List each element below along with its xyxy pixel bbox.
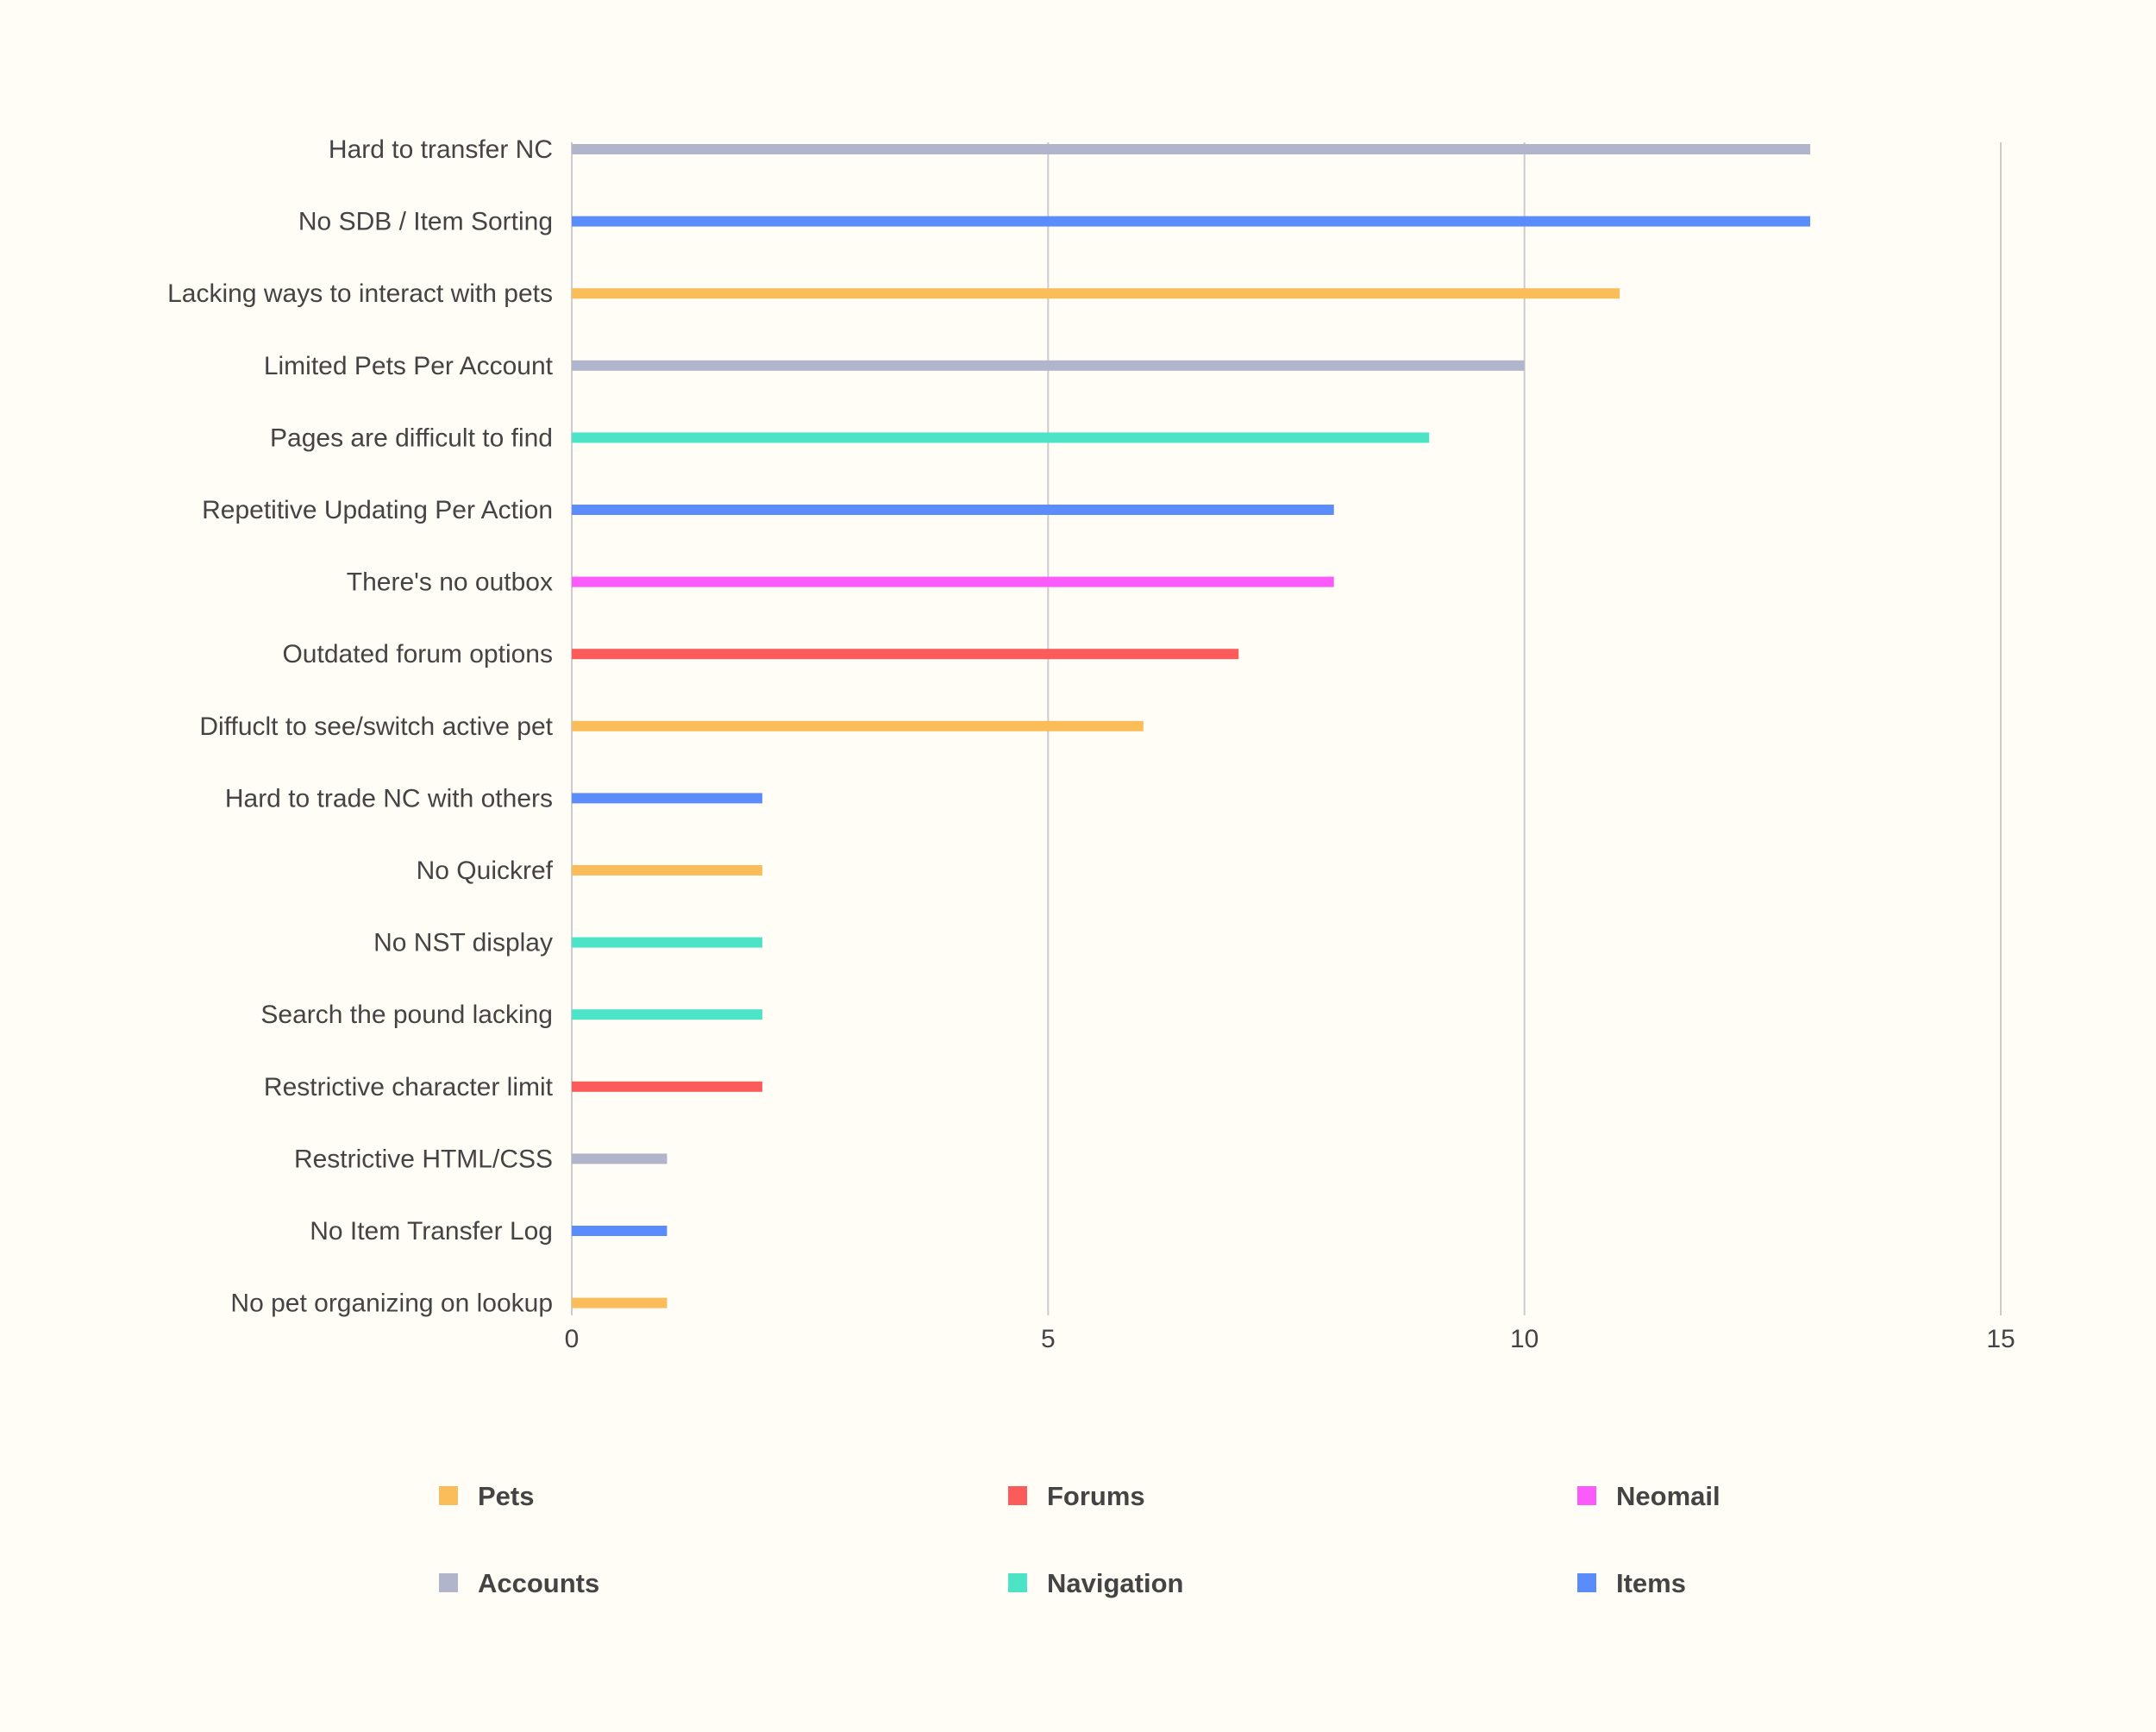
category-label: No pet organizing on lookup — [230, 1290, 553, 1318]
grid-lines — [1047, 142, 2002, 1315]
legend-item: Items — [1577, 1568, 1686, 1598]
bars — [572, 144, 1811, 1308]
bar — [572, 865, 762, 875]
legend-item: Neomail — [1577, 1481, 1720, 1511]
bar — [572, 1081, 762, 1092]
legend-label: Items — [1616, 1568, 1686, 1598]
bar — [572, 1297, 667, 1308]
category-label: No Item Transfer Log — [310, 1217, 553, 1246]
category-label: No Quickref — [417, 857, 554, 885]
category-label: There's no outbox — [347, 568, 553, 597]
category-label: Diffuclt to see/switch active pet — [199, 712, 553, 741]
legend-swatch — [1577, 1486, 1596, 1505]
bar — [572, 432, 1430, 443]
category-label: No SDB / Item Sorting — [298, 208, 553, 236]
bar — [572, 216, 1811, 227]
bar — [572, 1009, 762, 1020]
legend-swatch — [1008, 1486, 1027, 1505]
legend-item: Pets — [439, 1481, 534, 1511]
category-label: Restrictive HTML/CSS — [294, 1145, 553, 1173]
bar — [572, 288, 1620, 299]
x-tick-label: 5 — [1041, 1325, 1056, 1353]
legend-item: Accounts — [439, 1568, 599, 1598]
bar — [572, 649, 1239, 660]
legend: Pets Forums Neomail Accounts Navigation Items — [439, 1481, 1720, 1598]
category-label: Repetitive Updating Per Action — [202, 496, 553, 524]
x-tick-labels: 0 5 10 15 — [565, 1325, 2015, 1353]
legend-swatch — [439, 1573, 458, 1592]
category-label: Hard to trade NC with others — [225, 784, 553, 813]
bar — [572, 720, 1144, 731]
bar — [572, 1153, 667, 1164]
bar — [572, 360, 1525, 371]
category-label: Outdated forum options — [282, 640, 553, 668]
x-tick-label: 10 — [1510, 1325, 1539, 1353]
bar — [572, 793, 762, 804]
category-label: Limited Pets Per Account — [264, 352, 554, 380]
bar — [572, 1226, 667, 1236]
bar — [572, 505, 1334, 515]
bar — [572, 144, 1811, 154]
x-tick-label: 15 — [1986, 1325, 2015, 1353]
category-label: Hard to transfer NC — [329, 135, 553, 164]
legend-swatch — [439, 1486, 458, 1505]
legend-label: Accounts — [478, 1568, 599, 1598]
legend-swatch — [1577, 1573, 1596, 1592]
category-label: Search the pound lacking — [260, 1001, 553, 1029]
legend-label: Navigation — [1047, 1568, 1183, 1598]
legend-item: Navigation — [1008, 1568, 1183, 1598]
legend-swatch — [1008, 1573, 1027, 1592]
category-label: No NST display — [373, 929, 553, 957]
category-label: Restrictive character limit — [264, 1073, 554, 1101]
x-tick-label: 0 — [565, 1325, 580, 1353]
category-label: Pages are difficult to find — [270, 424, 553, 452]
bar — [572, 937, 762, 948]
bar — [572, 576, 1334, 587]
category-labels: Hard to transfer NC No SDB / Item Sorting… — [167, 135, 554, 1318]
legend-label: Pets — [478, 1481, 534, 1511]
category-label: Lacking ways to interact with pets — [167, 279, 553, 308]
legend-label: Forums — [1047, 1481, 1145, 1511]
legend-label: Neomail — [1616, 1481, 1720, 1511]
legend-item: Forums — [1008, 1481, 1145, 1511]
